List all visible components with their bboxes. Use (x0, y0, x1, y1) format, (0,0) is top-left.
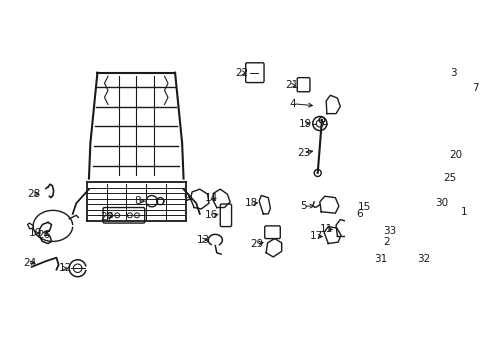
Text: 18: 18 (244, 198, 258, 208)
Text: 16: 16 (205, 210, 218, 220)
Text: 24: 24 (23, 258, 36, 268)
Text: 23: 23 (296, 148, 309, 158)
Text: 28: 28 (27, 189, 41, 199)
Text: 15: 15 (357, 202, 370, 212)
Text: 27: 27 (101, 212, 114, 222)
Text: 4: 4 (289, 99, 296, 109)
Text: 9: 9 (183, 193, 190, 203)
Text: 1: 1 (460, 207, 467, 217)
Text: 5: 5 (300, 201, 306, 211)
Text: 11: 11 (319, 224, 332, 234)
Text: 10: 10 (29, 228, 42, 238)
Text: 19: 19 (298, 118, 311, 129)
Text: 26: 26 (37, 230, 50, 240)
Text: 22: 22 (234, 68, 247, 78)
Text: 30: 30 (434, 198, 447, 208)
Text: 21: 21 (285, 80, 298, 90)
Text: 20: 20 (448, 150, 461, 160)
Text: 29: 29 (250, 239, 263, 248)
Text: 13: 13 (196, 235, 209, 245)
Text: 7: 7 (471, 83, 477, 93)
Text: 33: 33 (382, 226, 395, 236)
Text: 12: 12 (58, 263, 71, 273)
Text: 31: 31 (374, 254, 387, 264)
Text: 14: 14 (205, 193, 218, 203)
Text: 25: 25 (442, 173, 455, 183)
Text: 8: 8 (134, 196, 141, 206)
Text: 6: 6 (356, 209, 363, 219)
Text: 2: 2 (383, 237, 389, 247)
Text: 3: 3 (449, 68, 456, 78)
Text: 32: 32 (416, 254, 429, 264)
Text: 17: 17 (309, 231, 322, 242)
